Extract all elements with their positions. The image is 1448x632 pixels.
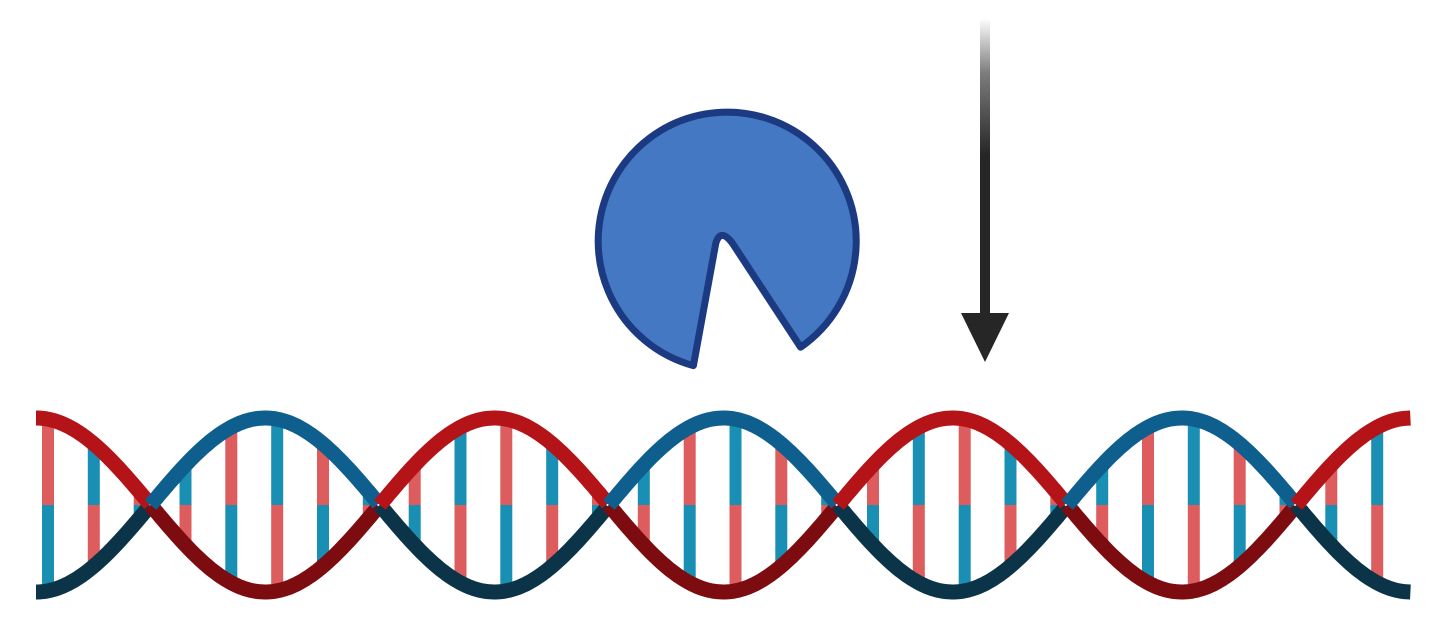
strand-red-segment	[36, 410, 156, 510]
back-strand-segments	[36, 500, 1411, 600]
strand-blue-segment	[144, 410, 385, 510]
strand-red-segment	[1290, 410, 1411, 510]
base-pair-bar	[317, 443, 329, 505]
base-pair-bar	[729, 505, 742, 591]
base-pair-bar	[1187, 505, 1200, 591]
arrow-shaft	[980, 18, 990, 323]
base-pair-bar	[1233, 443, 1246, 505]
dna-double-helix	[36, 410, 1411, 600]
base-pair-bar	[454, 427, 467, 505]
base-pair-bar	[912, 505, 925, 583]
strand-blue-segment	[374, 500, 614, 600]
front-strand-segments	[36, 410, 1411, 510]
base-pair-bar	[775, 443, 788, 505]
strand-blue-segment	[1290, 500, 1411, 600]
enzyme-shape	[594, 108, 860, 370]
arrow-head	[961, 313, 1009, 362]
base-pair-bar	[1371, 505, 1384, 583]
base-pair-bar	[958, 505, 971, 591]
strand-blue-segment	[1061, 410, 1302, 510]
strand-red-segment	[374, 410, 614, 510]
strand-red-segment	[1061, 500, 1302, 600]
base-pair-bar	[42, 419, 54, 505]
base-pair-bar	[1004, 443, 1017, 505]
base-pair-bar	[546, 505, 559, 567]
base-pair-bar	[500, 419, 513, 505]
base-pair-bar	[1187, 419, 1200, 505]
base-pair-bar	[775, 505, 788, 567]
base-pair-bar	[87, 443, 100, 505]
base-pair-bar	[500, 505, 513, 591]
strand-blue-segment	[603, 410, 843, 510]
base-pair-bar	[1233, 505, 1246, 567]
base-pair-bar	[683, 427, 696, 505]
base-pair-bar	[912, 427, 925, 505]
base-pair-bar	[225, 427, 238, 505]
base-pair-bar	[454, 505, 467, 583]
base-pair-bar	[271, 505, 284, 591]
strand-blue-segment	[832, 500, 1072, 600]
down-arrow	[961, 18, 1009, 362]
base-pair-bar	[729, 419, 742, 505]
base-pair-bar	[1004, 505, 1017, 567]
base-pair-bar	[683, 505, 696, 583]
base-pair-bar	[1371, 427, 1384, 505]
base-pair-bar	[271, 419, 284, 505]
base-pair-bar	[546, 443, 559, 505]
base-pair-bar	[87, 505, 100, 567]
base-pair-bar	[1142, 427, 1154, 505]
strand-red-segment	[832, 410, 1072, 510]
base-pair-bar	[42, 505, 54, 591]
strand-red-segment	[603, 500, 843, 600]
strand-blue-segment	[36, 500, 156, 600]
base-pairs	[42, 419, 1384, 591]
strand-red-segment	[144, 500, 385, 600]
base-pair-bar	[225, 505, 238, 583]
base-pair-bar	[317, 505, 329, 567]
base-pair-bar	[958, 419, 971, 505]
base-pair-bar	[1142, 505, 1154, 583]
